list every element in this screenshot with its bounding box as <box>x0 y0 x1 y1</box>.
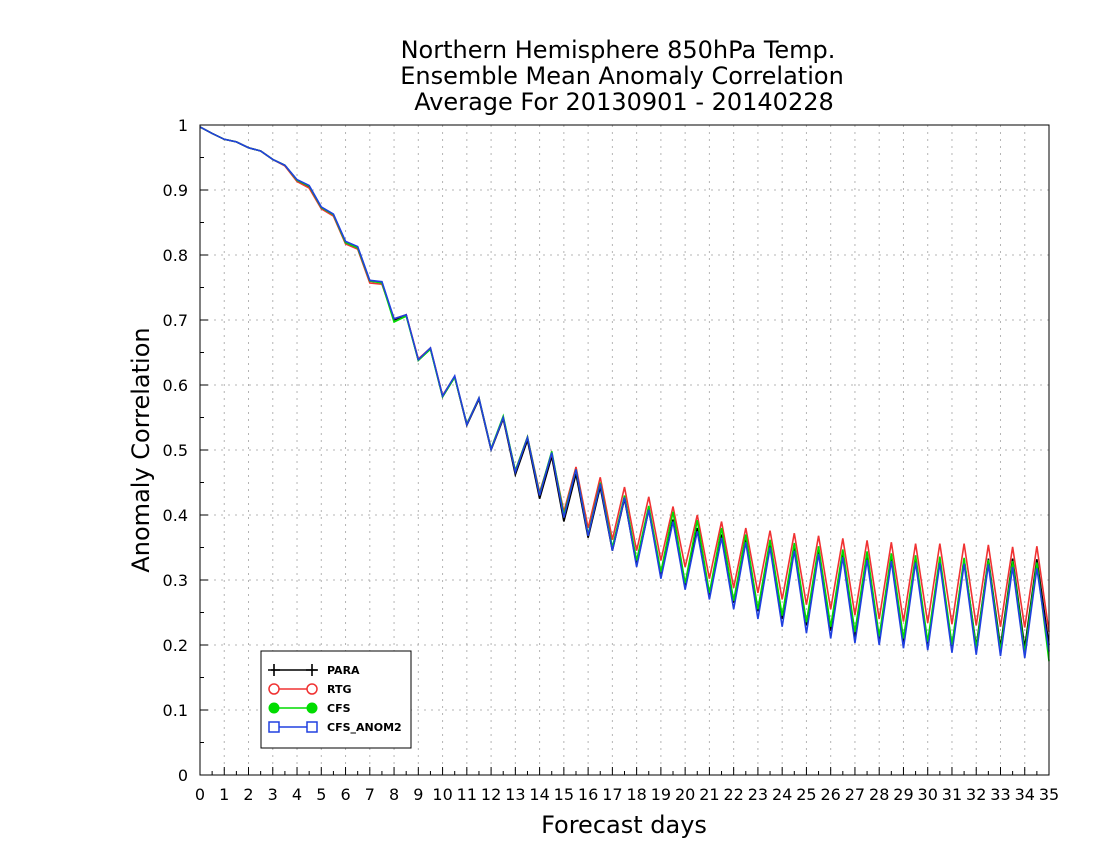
legend-label: RTG <box>327 683 352 696</box>
x-tick-label: 31 <box>942 785 962 804</box>
x-tick-label: 2 <box>243 785 253 804</box>
title-line-3: Average For 20130901 - 20140228 <box>414 88 834 116</box>
x-tick-label: 5 <box>316 785 326 804</box>
y-tick-label: 0.7 <box>163 311 188 330</box>
x-tick-label: 35 <box>1039 785 1059 804</box>
legend-label: CFS_ANOM2 <box>327 721 402 734</box>
chart-title: Northern Hemisphere 850hPa Temp. Ensembl… <box>400 36 844 116</box>
series-line-rtg <box>199 126 1050 633</box>
legend-entry-para: PARA <box>268 664 360 677</box>
x-tick-label: 30 <box>918 785 938 804</box>
x-tick-label: 22 <box>723 785 743 804</box>
legend-marker <box>268 702 280 714</box>
legend-label: PARA <box>327 664 360 677</box>
x-tick-label: 27 <box>845 785 865 804</box>
x-tick-label: 17 <box>602 785 622 804</box>
legend-marker <box>268 664 280 676</box>
legend-box <box>260 650 412 749</box>
x-tick-label: 28 <box>869 785 889 804</box>
x-tick-label: 13 <box>505 785 525 804</box>
x-tick-label: 33 <box>990 785 1010 804</box>
y-tick-label: 0.6 <box>163 376 188 395</box>
grid-lines <box>200 125 1049 775</box>
series-line-para <box>199 126 1050 648</box>
legend-entry-cfs-anom2: CFS_ANOM2 <box>268 721 402 734</box>
x-tick-label: 25 <box>796 785 816 804</box>
y-tick-label: 0.4 <box>163 506 188 525</box>
x-tick-label: 4 <box>292 785 302 804</box>
title-line-1: Northern Hemisphere 850hPa Temp. <box>401 36 836 64</box>
x-tick-label: 21 <box>699 785 719 804</box>
x-tick-label: 12 <box>481 785 501 804</box>
y-tick-label: 1 <box>178 116 188 135</box>
x-tick-label: 19 <box>651 785 671 804</box>
x-axis-ticks: 0 1 2 3 4 5 6 7 8 9 10 11 12 13 14 15 16 17 18 19 20 21 22 23 24… <box>195 767 1059 804</box>
x-tick-label: 26 <box>821 785 841 804</box>
x-tick-label: 34 <box>1015 785 1035 804</box>
legend-entry-cfs: CFS <box>268 702 351 715</box>
legend-marker <box>306 721 318 733</box>
legend-marker <box>268 683 280 695</box>
y-tick-label: 0.1 <box>163 701 188 720</box>
x-tick-label: 9 <box>413 785 423 804</box>
legend-marker <box>306 683 318 695</box>
y-tick-label: 0.9 <box>163 181 188 200</box>
y-tick-label: 0.8 <box>163 246 188 265</box>
x-tick-label: 23 <box>748 785 768 804</box>
x-tick-label: 16 <box>578 785 598 804</box>
x-tick-label: 0 <box>195 785 205 804</box>
x-tick-label: 7 <box>365 785 375 804</box>
title-line-2: Ensemble Mean Anomaly Correlation <box>400 62 844 90</box>
legend-marker <box>306 702 318 714</box>
x-tick-label: 11 <box>457 785 477 804</box>
legend-marker <box>268 721 280 733</box>
x-tick-label: 24 <box>772 785 792 804</box>
x-tick-label: 14 <box>529 785 549 804</box>
legend-entry-rtg: RTG <box>268 683 352 696</box>
y-tick-label: 0.3 <box>163 571 188 590</box>
x-tick-label: 1 <box>219 785 229 804</box>
x-tick-label: 8 <box>389 785 399 804</box>
x-tick-label: 15 <box>554 785 574 804</box>
y-axis-label: Anomaly Correlation <box>127 327 155 572</box>
x-tick-label: 10 <box>432 785 452 804</box>
y-tick-label: 0.5 <box>163 441 188 460</box>
y-tick-label: 0.2 <box>163 636 188 655</box>
y-tick-label: 0 <box>178 766 188 785</box>
series-line-cfs-anom2 <box>199 126 1050 659</box>
x-tick-label: 18 <box>626 785 646 804</box>
x-axis-label: Forecast days <box>541 811 707 839</box>
legend: PARA RTG CFS CFS_ANOM2 <box>260 650 412 749</box>
legend-marker <box>306 664 318 676</box>
series-lines <box>199 126 1050 662</box>
x-tick-label: 6 <box>340 785 350 804</box>
x-tick-label: 29 <box>893 785 913 804</box>
x-tick-label: 3 <box>268 785 278 804</box>
y-axis-ticks: 0 0.1 0.2 0.3 0.4 0.5 0.6 0.7 0.8 0.9 1 <box>163 116 208 785</box>
x-tick-label: 20 <box>675 785 695 804</box>
x-tick-label: 32 <box>966 785 986 804</box>
legend-label: CFS <box>327 702 351 715</box>
